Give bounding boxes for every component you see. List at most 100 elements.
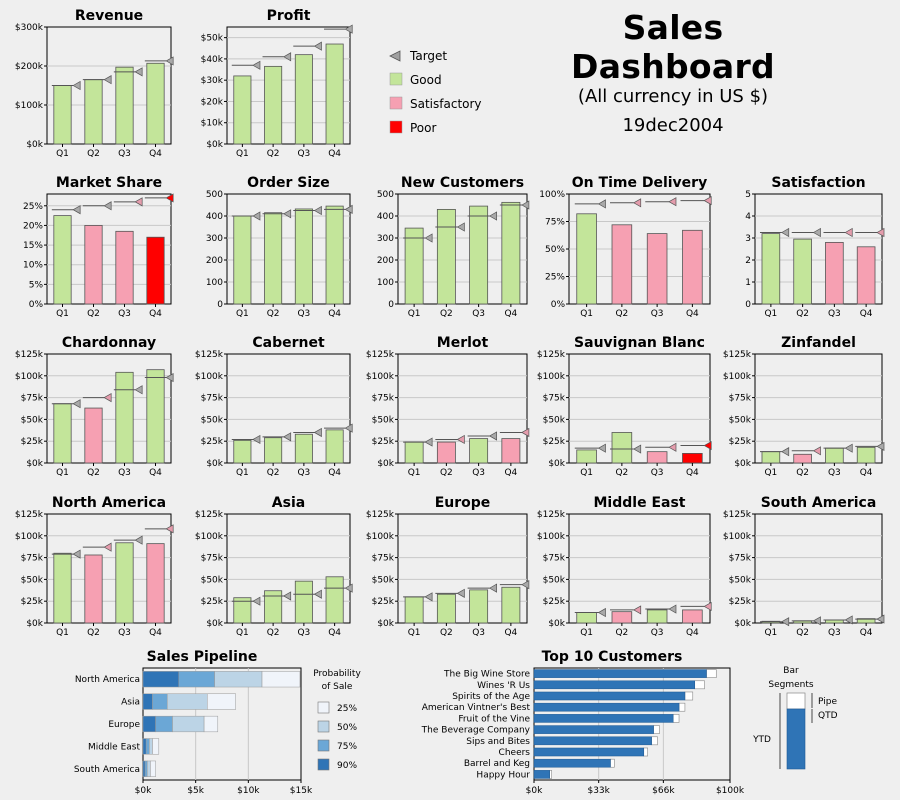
chart-title: On Time Delivery <box>572 175 707 191</box>
y-tick-label: $100k <box>723 532 752 542</box>
target-marker <box>521 427 530 438</box>
x-tick-label: Q4 <box>860 468 873 478</box>
customer-qtd-bar <box>533 691 686 701</box>
customer-pipe-bar <box>653 725 660 734</box>
y-tick-label: $0k <box>206 140 223 150</box>
chart-revenue: $0k $100k $200k $300k Revenue Q1 Q2 Q3 Q4 <box>15 8 174 159</box>
x-tick-label: Q3 <box>118 468 131 478</box>
customer-pipe-bar <box>651 736 658 746</box>
x-tick-label: Q2 <box>615 628 628 638</box>
legend-label: Pipe <box>818 697 837 707</box>
chart-title: Satisfaction <box>771 175 865 191</box>
y-tick-label: Cheers <box>499 748 531 758</box>
target-marker <box>134 385 143 395</box>
x-tick-label: Q2 <box>87 149 100 159</box>
target-triangle-icon <box>389 50 401 62</box>
y-tick-label: $200k <box>15 62 44 72</box>
bar <box>825 241 844 305</box>
x-tick-label: Q4 <box>504 309 517 319</box>
chart-title: North America <box>52 495 166 511</box>
bar <box>436 441 456 464</box>
y-tick-label: $0k <box>26 619 43 629</box>
legend-label: Poor <box>410 121 436 135</box>
customer-pipe-bar <box>694 680 705 690</box>
y-tick-label: Fruit of the Vine <box>458 714 530 724</box>
chart-title: Revenue <box>75 8 143 24</box>
y-tick-label: $100k <box>15 372 44 382</box>
target-marker <box>488 211 498 221</box>
x-tick-label: Q3 <box>118 309 131 319</box>
target-marker <box>103 201 112 211</box>
chart-title: Sales Pipeline <box>147 649 258 665</box>
y-tick-label: $20k <box>201 97 224 107</box>
x-tick-label: Q3 <box>472 468 485 478</box>
bar <box>404 441 424 464</box>
y-tick-label: $75k <box>21 554 44 564</box>
bar <box>146 62 165 145</box>
bar <box>84 554 103 624</box>
target-marker <box>876 441 885 452</box>
customer-pipe-bar <box>610 758 615 768</box>
x-tick-label: Q1 <box>408 309 421 319</box>
customer-pipe-bar <box>684 691 694 701</box>
x-tick-label: Q2 <box>615 309 628 319</box>
target-marker <box>844 443 853 453</box>
y-tick-label: $100k <box>366 532 395 542</box>
x-tick-label: Q4 <box>686 309 699 319</box>
plot-frame <box>46 26 172 145</box>
x-tick-label: Q2 <box>796 628 809 638</box>
y-tick-label: $75k <box>372 394 395 404</box>
pipeline-bar-segment <box>142 760 146 777</box>
bar <box>501 438 521 464</box>
bar <box>436 208 456 305</box>
chart-title: Market Share <box>56 175 162 191</box>
bar <box>115 66 134 145</box>
x-tick-label: Q4 <box>860 628 873 638</box>
bar <box>146 236 165 305</box>
target-marker <box>633 198 642 208</box>
y-tick-label: 2 <box>745 256 751 266</box>
chart-north-america: $0k $25k $50k $75k $100k $125k North America Q1… <box>15 495 174 638</box>
bar <box>646 233 668 305</box>
x-tick-label: Q2 <box>87 628 100 638</box>
legend-title: of Sale <box>322 682 353 692</box>
y-tick-label: $25k <box>201 437 224 447</box>
bar <box>646 451 668 464</box>
plot-frame <box>568 513 711 624</box>
chart-title: Merlot <box>437 335 489 351</box>
target-marker <box>252 211 261 221</box>
y-tick-label: 3 <box>745 234 751 244</box>
customer-qtd-bar <box>533 680 695 690</box>
x-tick-label: Q2 <box>796 309 809 319</box>
bar <box>404 596 424 624</box>
target-marker <box>103 542 112 552</box>
x-tick-label: Q4 <box>504 628 517 638</box>
x-tick-label: Q4 <box>686 468 699 478</box>
y-tick-label: $0k <box>377 619 394 629</box>
plot-frame <box>226 193 351 305</box>
y-tick-label: 50% <box>545 245 565 255</box>
target-marker <box>424 233 433 243</box>
y-tick-label: South America <box>74 765 140 775</box>
bar <box>325 429 344 464</box>
chart-sauvignan-blanc: $0k $25k $50k $75k $100k $125k Sauvignan Blanc… <box>537 335 712 478</box>
x-tick-label: Q3 <box>828 628 841 638</box>
y-tick-label: $100k <box>537 372 566 382</box>
y-tick-label: $100k <box>195 532 224 542</box>
pipe-segment-swatch <box>786 692 806 710</box>
target-marker <box>488 431 498 441</box>
target-marker <box>313 41 322 51</box>
plot-frame <box>754 193 883 305</box>
plot-frame <box>397 513 528 624</box>
x-tick-label: Q4 <box>328 628 341 638</box>
y-tick-label: Wines 'R Us <box>477 681 530 691</box>
y-tick-label: $100k <box>537 532 566 542</box>
plot-frame <box>226 353 351 464</box>
customer-qtd-bar <box>533 770 550 779</box>
plot-frame <box>46 513 172 624</box>
x-tick-label: Q4 <box>860 309 873 319</box>
x-tick-label: Q3 <box>297 468 310 478</box>
bar <box>682 609 703 624</box>
y-tick-label: $0k <box>26 459 43 469</box>
